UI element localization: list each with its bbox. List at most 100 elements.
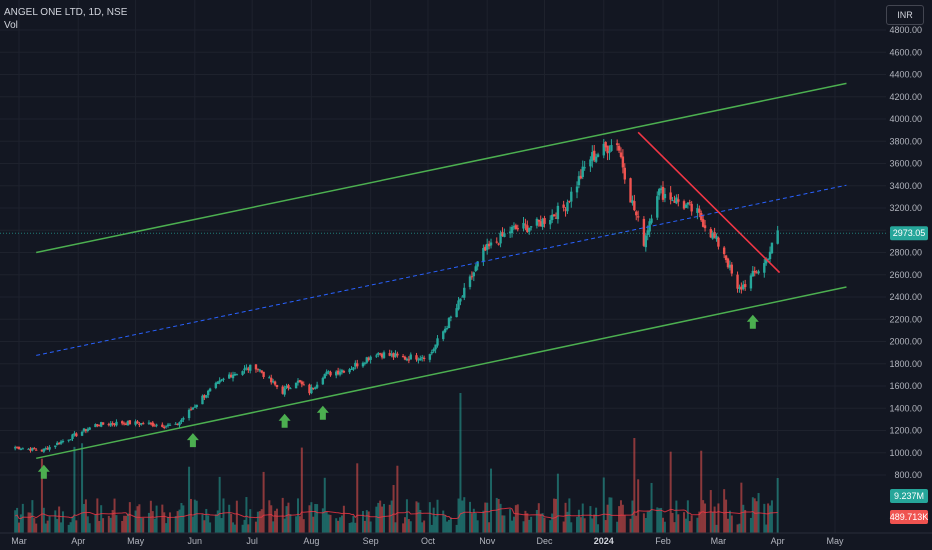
volume-bar: [188, 466, 191, 533]
candle: [768, 251, 772, 260]
volume-bar: [295, 516, 298, 533]
volume-ma-line: [15, 507, 778, 520]
volume-bar: [249, 509, 252, 533]
candle: [688, 202, 691, 204]
candle: [281, 386, 284, 394]
candle: [300, 381, 304, 385]
volume-bar: [698, 511, 701, 533]
candle: [153, 425, 156, 427]
candle: [751, 270, 755, 277]
volume-bar: [369, 521, 372, 533]
candle: [17, 446, 21, 450]
volume-bar: [457, 498, 460, 533]
candle: [99, 422, 103, 427]
time-tick-label: Feb: [655, 536, 671, 546]
volume-bar: [700, 450, 703, 533]
volume-bar: [511, 520, 514, 533]
candle: [610, 145, 613, 151]
candle: [736, 274, 739, 289]
volume-bar: [553, 498, 556, 533]
price-tick-label: 1000.00: [889, 448, 922, 458]
volume-bar: [602, 477, 605, 533]
symbol-title[interactable]: ANGEL ONE LTD, 1D, NSE: [4, 7, 128, 18]
volume-bar: [54, 510, 57, 533]
volume-bar: [463, 497, 466, 533]
volume-bar: [275, 508, 278, 533]
volume-bar: [18, 522, 20, 533]
candle: [549, 219, 552, 225]
volume-bar: [516, 504, 519, 533]
candle: [766, 259, 770, 261]
volume-bar: [40, 458, 43, 533]
candle: [356, 363, 359, 367]
volume-indicator-label[interactable]: Vol: [4, 20, 18, 31]
candle: [703, 225, 707, 229]
volume-bar: [447, 519, 450, 533]
candle: [656, 196, 659, 218]
candle: [445, 327, 449, 329]
volume-bar: [468, 501, 471, 533]
volume-bar: [125, 515, 128, 533]
candle: [417, 359, 420, 361]
candle: [382, 352, 386, 358]
currency-button[interactable]: INR: [886, 5, 924, 25]
volume-bar: [428, 502, 431, 533]
volume-bar: [272, 521, 275, 533]
volume-bar: [763, 503, 766, 533]
volume-bar: [677, 514, 680, 533]
candle: [302, 384, 305, 386]
volume-bar: [579, 517, 582, 533]
volume-bar: [765, 524, 768, 533]
candle: [21, 448, 25, 450]
candle: [642, 218, 646, 246]
candle: [677, 199, 680, 202]
candle: [138, 423, 141, 425]
candle: [419, 358, 422, 361]
time-tick-label: Oct: [421, 536, 436, 546]
volume-bar: [121, 520, 124, 533]
volume-bar: [616, 521, 619, 533]
candle: [329, 371, 332, 376]
candle: [715, 236, 718, 240]
volume-bar: [524, 510, 527, 533]
volume-bar: [646, 511, 649, 533]
candle: [310, 387, 313, 394]
candle: [528, 227, 531, 232]
candle: [176, 423, 179, 425]
volume-bar: [486, 502, 489, 533]
volume-bar: [27, 512, 30, 533]
volume-bar: [581, 503, 584, 533]
volume-bar: [235, 500, 238, 533]
volume-bar: [138, 504, 141, 533]
volume-bar: [44, 523, 47, 533]
candle: [340, 370, 344, 373]
candle: [321, 378, 325, 385]
candle: [218, 380, 221, 383]
channel-mid-line: [36, 184, 847, 356]
candle: [195, 404, 198, 408]
candle: [57, 443, 61, 445]
candle: [235, 374, 239, 376]
volume-bar: [390, 500, 393, 533]
volume-bar: [686, 500, 689, 533]
volume-bar: [232, 522, 235, 533]
candle: [749, 275, 753, 289]
candle: [442, 331, 445, 340]
candle: [161, 424, 164, 427]
volume-bar: [254, 521, 257, 533]
candle: [369, 356, 372, 360]
candle: [164, 425, 168, 427]
volume-bar: [461, 500, 464, 533]
candle: [700, 212, 703, 221]
candle: [203, 395, 206, 398]
candle: [682, 201, 686, 209]
candle: [59, 441, 63, 444]
candle: [487, 243, 491, 247]
volume-bar: [182, 505, 185, 533]
volume-bar: [220, 518, 223, 533]
volume-bar: [744, 509, 747, 533]
candle: [740, 286, 743, 290]
candle: [308, 384, 311, 394]
time-tick-label: May: [127, 536, 145, 546]
